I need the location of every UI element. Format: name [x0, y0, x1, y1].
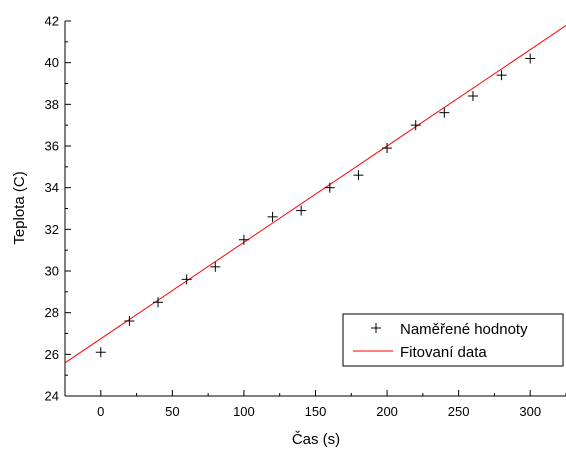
- data-point: [382, 143, 393, 154]
- data-point: [238, 234, 249, 245]
- y-tick-label: 32: [45, 222, 59, 237]
- x-tick-label: 300: [519, 404, 541, 419]
- y-tick-label: 40: [45, 55, 59, 70]
- data-point: [95, 347, 106, 358]
- x-tick-label: 100: [233, 404, 255, 419]
- y-tick-label: 42: [45, 14, 59, 29]
- data-point: [410, 120, 421, 131]
- x-tick-label: 50: [165, 404, 179, 419]
- data-point: [296, 205, 307, 216]
- y-axis-ticks: 24 26 28 30 32 34 36 38 40 42: [45, 14, 71, 404]
- data-point: [210, 261, 221, 272]
- legend-marker-measured: [371, 323, 381, 333]
- y-tick-label: 38: [45, 97, 59, 112]
- data-point: [153, 297, 164, 308]
- data-point: [467, 91, 478, 101]
- legend-label-measured: Naměřené hodnoty: [400, 321, 528, 338]
- y-tick-label: 26: [45, 347, 59, 362]
- data-points: [95, 53, 536, 358]
- x-axis-ticks: 0 50 100 150 200 250 300: [64, 390, 566, 419]
- data-point: [124, 316, 135, 326]
- legend: Naměřené hodnoty Fitovaní data: [342, 313, 564, 367]
- x-tick-label: 250: [448, 404, 470, 419]
- y-tick-label: 34: [45, 180, 59, 195]
- y-tick-label: 24: [45, 389, 59, 404]
- data-point: [267, 211, 278, 222]
- legend-label-fit: Fitovaní data: [400, 344, 487, 361]
- y-axis-label: Teplota (C): [11, 171, 28, 244]
- x-tick-label: 0: [97, 404, 104, 419]
- data-point: [181, 274, 192, 285]
- data-point: [324, 182, 335, 193]
- x-tick-label: 200: [376, 404, 398, 419]
- data-point: [439, 107, 450, 118]
- data-point: [353, 170, 364, 181]
- y-tick-label: 30: [45, 264, 59, 279]
- y-tick-label: 28: [45, 305, 59, 320]
- fit-line: [64, 25, 566, 364]
- data-point: [496, 70, 507, 81]
- x-tick-label: 150: [305, 404, 327, 419]
- data-point: [525, 53, 536, 64]
- x-axis-label: Čas (s): [292, 431, 340, 448]
- legend-box: [342, 313, 564, 367]
- fit-line-group: [64, 25, 566, 364]
- y-tick-label: 36: [45, 139, 59, 154]
